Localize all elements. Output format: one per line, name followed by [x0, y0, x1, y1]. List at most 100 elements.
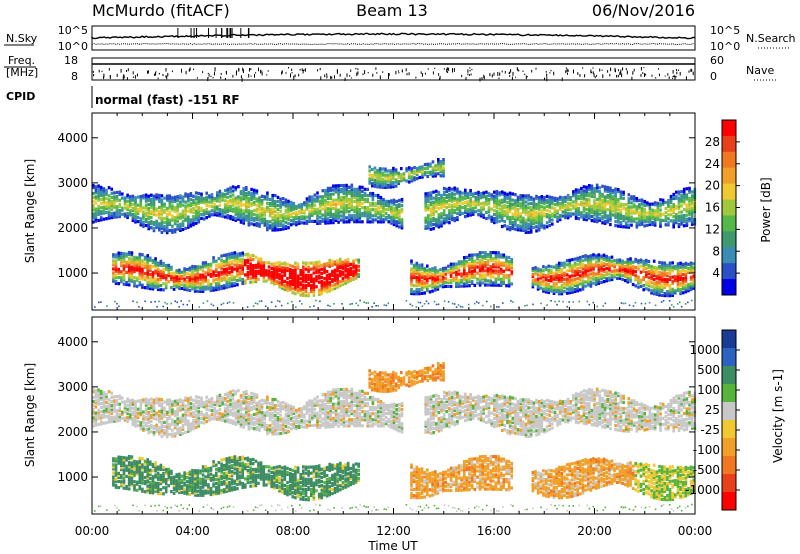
power-cell [280, 282, 284, 286]
power-cell [481, 251, 484, 255]
power-cell [342, 206, 346, 210]
power-cell [152, 212, 156, 216]
power-cell [688, 198, 691, 203]
power-cell [638, 211, 641, 215]
power-cell [655, 276, 659, 280]
power-cell [146, 270, 149, 274]
nave-mark [667, 73, 669, 76]
power-cell [353, 214, 356, 218]
power-cell [149, 276, 152, 280]
power-cell [114, 265, 118, 269]
power-cell [494, 255, 498, 259]
power-cell [608, 258, 611, 262]
power-cell [469, 211, 472, 215]
power-cell [609, 204, 612, 208]
power-cell [387, 199, 391, 204]
power-cell [415, 282, 419, 286]
power-cell [346, 272, 350, 276]
power-cell [531, 266, 535, 271]
power-cell [255, 199, 259, 203]
power-cell [317, 292, 321, 296]
power-cell [551, 212, 554, 216]
power-cell [449, 280, 453, 284]
power-cell [568, 285, 572, 289]
power-cell [564, 205, 567, 210]
power-cell [550, 275, 553, 279]
power-cell [507, 276, 511, 280]
power-cell [668, 263, 672, 267]
power-cell [371, 178, 374, 182]
power-cell [337, 198, 340, 202]
power-cell [120, 264, 123, 268]
power-cell [455, 276, 458, 280]
nave-mark [453, 68, 455, 72]
power-cell [626, 266, 630, 270]
power-cell [168, 212, 172, 216]
power-cell [478, 279, 482, 283]
power-cell [184, 226, 187, 230]
power-cell [638, 221, 641, 225]
power-cell [310, 275, 313, 279]
power-cell [532, 207, 536, 211]
nave-mark [126, 70, 127, 72]
power-cell [201, 265, 205, 269]
power-cell [676, 262, 680, 266]
power-cell [392, 202, 396, 206]
power-cell [630, 217, 633, 221]
power-cell [201, 263, 205, 267]
power-cell [342, 210, 346, 214]
power-cell [650, 285, 653, 289]
power-cell [307, 292, 310, 296]
power-cell [295, 217, 298, 221]
power-cell [435, 199, 438, 203]
power-cell [505, 267, 508, 272]
power-cell [151, 279, 155, 283]
power-cell [659, 222, 662, 226]
power-cell [158, 210, 161, 214]
nave-mark [544, 77, 545, 81]
power-cell [489, 269, 492, 273]
power-cell [659, 224, 662, 228]
power-cell [587, 263, 590, 267]
power-cell [476, 261, 479, 265]
power-cell [202, 213, 206, 217]
power-cell [275, 271, 279, 275]
power-cell [484, 253, 487, 257]
power-cell [688, 190, 691, 194]
power-cell [275, 279, 279, 283]
power-cell [439, 284, 442, 288]
nave-mark [267, 70, 269, 72]
power-cell [466, 212, 470, 216]
power-cell [113, 191, 116, 195]
power-cell [484, 261, 487, 265]
power-cell [247, 219, 251, 223]
nave-mark [372, 73, 374, 77]
power-cell [183, 277, 186, 281]
power-cell [276, 214, 280, 218]
power-cell [133, 265, 136, 270]
power-cell [229, 190, 232, 194]
power-cell [551, 218, 554, 222]
power-cell [658, 273, 661, 277]
power-cell [552, 273, 556, 277]
power-cell [595, 207, 599, 212]
power-cell [643, 218, 646, 222]
power-cell [563, 277, 566, 281]
power-cell [347, 185, 351, 189]
power-cell [193, 269, 197, 273]
power-cell [126, 215, 129, 220]
power-cell [431, 277, 434, 281]
power-cell [154, 257, 157, 261]
power-cell [477, 198, 480, 203]
power-cell [208, 204, 211, 208]
power-cell [299, 269, 302, 273]
power-cell [113, 205, 116, 209]
power-cell [461, 211, 464, 215]
power-cell [146, 254, 149, 258]
power-cell [590, 188, 594, 192]
power-cell [547, 272, 550, 276]
power-cell [470, 273, 474, 277]
power-cell [463, 258, 466, 262]
power-cell [471, 210, 475, 214]
power-cell [225, 253, 229, 257]
